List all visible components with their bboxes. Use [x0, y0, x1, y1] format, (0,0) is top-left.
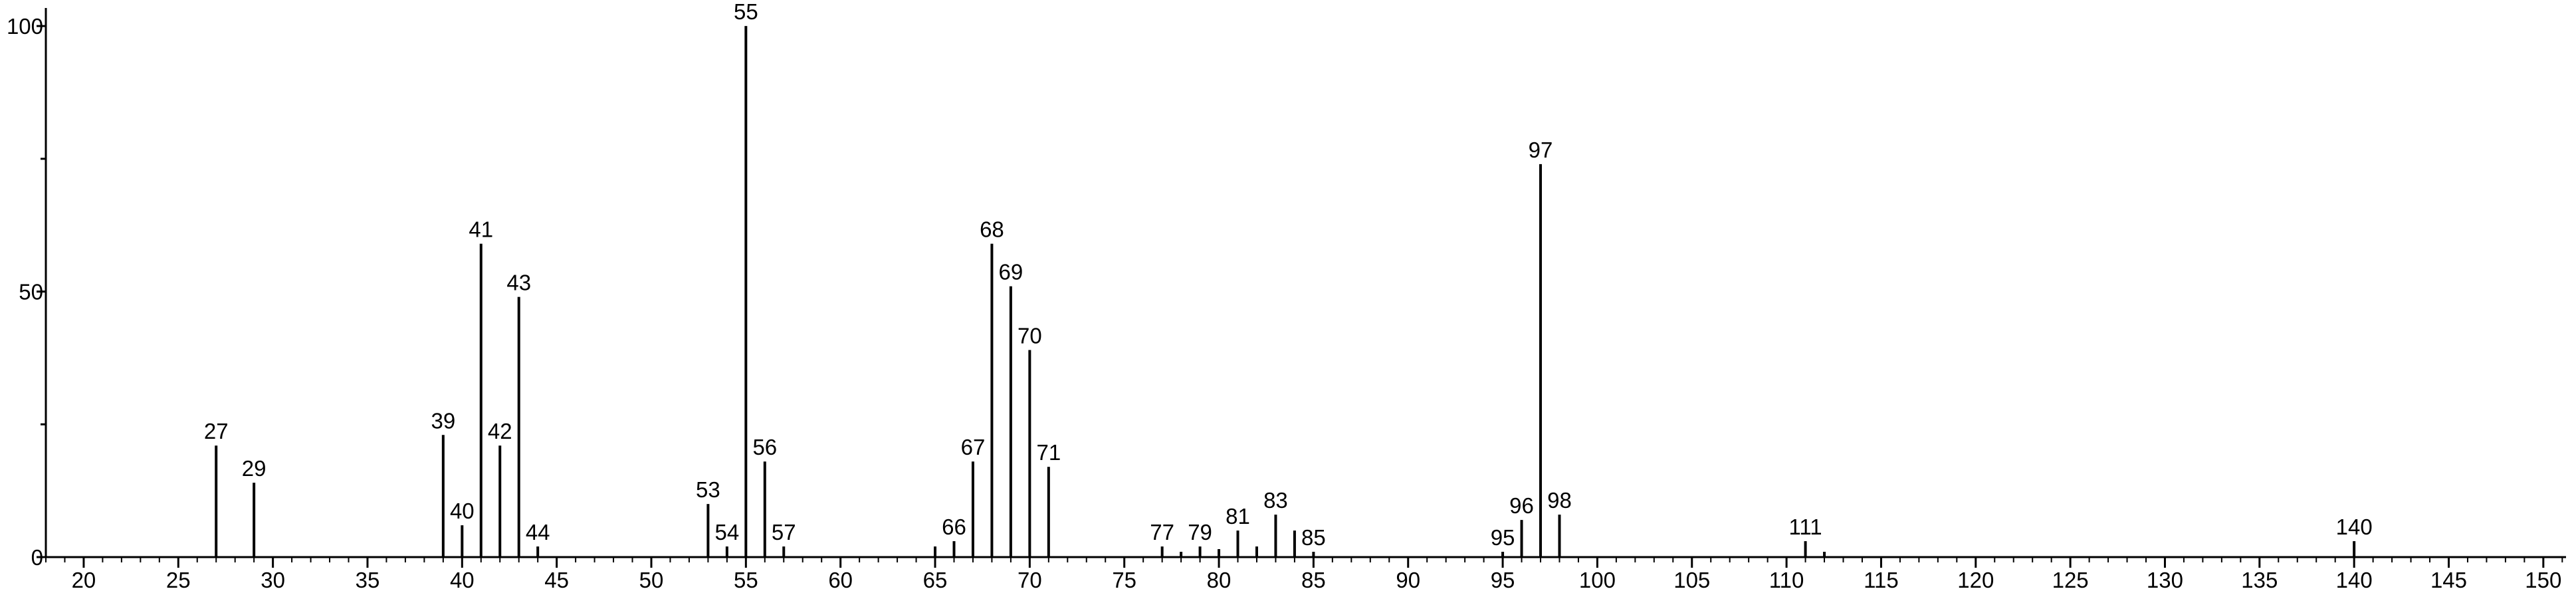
x-tick-label: 125 — [2052, 568, 2089, 592]
peak-label: 40 — [450, 499, 475, 523]
x-tick-label: 95 — [1491, 568, 1515, 592]
x-tick-label: 85 — [1301, 568, 1326, 592]
x-tick-label: 145 — [2430, 568, 2467, 592]
peak-label: 70 — [1018, 323, 1042, 348]
peak-label: 95 — [1491, 525, 1515, 550]
x-tick-label: 20 — [72, 568, 96, 592]
y-tick-label: 0 — [31, 545, 43, 570]
x-tick-label: 140 — [2336, 568, 2373, 592]
x-tick-label: 90 — [1396, 568, 1420, 592]
peak-label: 43 — [506, 271, 531, 295]
x-tick-label: 150 — [2525, 568, 2561, 592]
peak-label: 85 — [1301, 525, 1326, 550]
peak-label: 29 — [242, 456, 267, 481]
peak-label: 44 — [526, 520, 550, 544]
peak-label: 81 — [1226, 504, 1250, 529]
y-tick-label: 100 — [7, 14, 43, 39]
peak-label: 39 — [431, 408, 455, 433]
peak-label: 71 — [1036, 440, 1061, 465]
x-tick-label: 75 — [1112, 568, 1136, 592]
x-tick-label: 80 — [1207, 568, 1232, 592]
y-tick-label: 50 — [19, 280, 43, 304]
peak-label: 54 — [715, 520, 740, 544]
x-tick-label: 115 — [1864, 568, 1899, 592]
x-tick-label: 110 — [1769, 568, 1804, 592]
x-tick-label: 55 — [734, 568, 758, 592]
x-tick-label: 65 — [923, 568, 948, 592]
peak-label: 140 — [2336, 515, 2373, 539]
peak-label: 79 — [1188, 520, 1212, 544]
peak-label: 56 — [752, 435, 777, 459]
x-tick-label: 105 — [1673, 568, 1710, 592]
x-tick-label: 70 — [1018, 568, 1042, 592]
peak-label: 83 — [1263, 488, 1288, 513]
x-tick-label: 135 — [2241, 568, 2278, 592]
x-tick-label: 45 — [544, 568, 569, 592]
x-tick-label: 40 — [450, 568, 475, 592]
x-tick-label: 130 — [2147, 568, 2183, 592]
peak-label: 69 — [999, 260, 1023, 285]
x-tick-label: 35 — [356, 568, 380, 592]
x-tick-label: 50 — [639, 568, 664, 592]
peak-label: 98 — [1547, 488, 1572, 513]
peak-label: 57 — [772, 520, 796, 544]
peak-label: 41 — [469, 217, 493, 242]
peak-label: 97 — [1529, 138, 1553, 162]
peak-label: 111 — [1788, 515, 1822, 539]
x-tick-label: 25 — [166, 568, 191, 592]
x-tick-label: 100 — [1579, 568, 1616, 592]
peak-label: 53 — [696, 477, 720, 502]
peak-label: 77 — [1150, 520, 1174, 544]
x-tick-label: 60 — [828, 568, 853, 592]
peak-label: 66 — [942, 515, 966, 539]
peak-label: 27 — [204, 419, 229, 443]
x-tick-label: 120 — [1957, 568, 1994, 592]
peak-label: 55 — [734, 0, 758, 24]
peak-label: 67 — [961, 435, 986, 459]
peak-label: 42 — [488, 419, 512, 443]
peak-label: 68 — [980, 217, 1004, 242]
peak-label: 96 — [1509, 493, 1534, 518]
x-tick-label: 30 — [261, 568, 285, 592]
